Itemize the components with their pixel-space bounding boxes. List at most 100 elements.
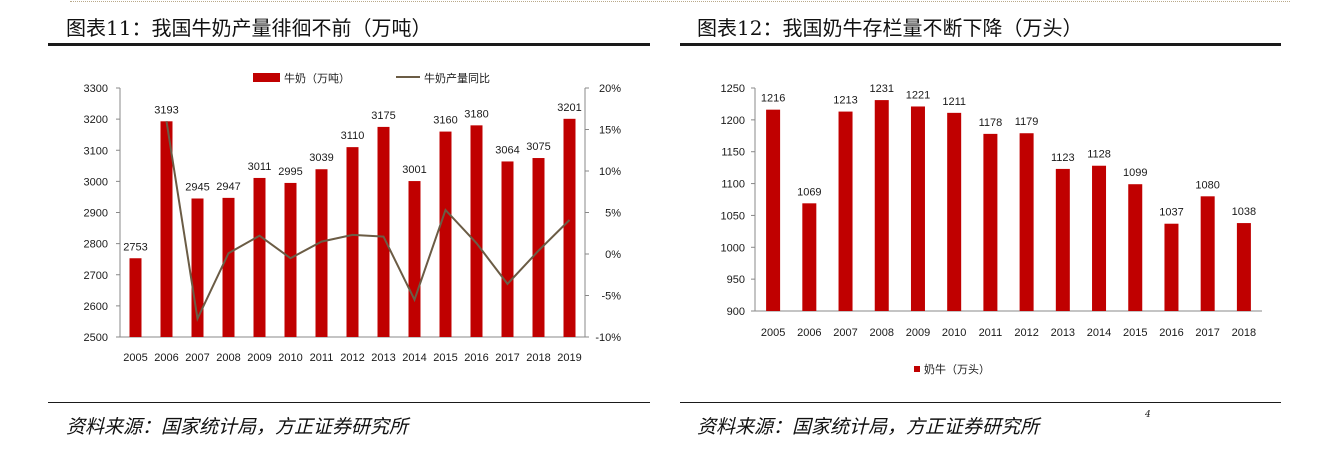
x-tick-label: 2019 [557,352,581,364]
x-tick-label: 2008 [870,327,894,339]
x-tick-label: 2009 [906,327,930,339]
bar [222,197,235,337]
y-tick-label: 1000 [721,242,745,254]
y-tick-label: 900 [727,306,745,318]
bar-value-label: 1037 [1159,207,1183,219]
legend-label-bar: 奶牛（万头） [924,362,990,376]
bar [910,106,925,311]
bar [1055,168,1070,311]
x-tick-label: 2007 [185,352,209,364]
source-note-right: 资料来源：国家统计局，方正证券研究所 [697,416,1040,438]
bar [532,158,545,337]
x-tick-label: 2016 [1159,327,1183,339]
legend-swatch-bar [914,366,920,372]
page-number: 4 [1145,410,1151,420]
x-tick-label: 2009 [247,352,271,364]
bar-value-label: 3001 [402,164,426,176]
bar [1128,184,1143,311]
bar-value-label: 3175 [371,110,395,122]
y-tick-label: 1200 [721,115,745,127]
bar [802,203,817,311]
title-rule-left [48,43,650,46]
x-tick-label: 2015 [433,352,457,364]
bar-value-label: 3064 [495,144,519,156]
bar-value-label: 3039 [309,152,333,164]
bar [563,118,576,337]
y-tick-label: 950 [727,274,745,286]
x-tick-label: 2016 [464,352,488,364]
bar [1019,133,1034,311]
x-tick-label: 2010 [278,352,302,364]
y-tick-label-left: 2700 [84,270,108,282]
y-tick-label: 1250 [721,83,745,95]
y-tick-label-right: -5% [601,291,621,303]
yoy-series-line [165,121,571,323]
y-tick-label-right: 0% [605,249,621,261]
y-tick-label-left: 3300 [84,83,108,95]
y-tick-label-left: 2800 [84,239,108,251]
bar-value-label: 3110 [341,130,365,142]
bar [377,126,390,337]
bar-value-label: 2995 [278,166,302,178]
legend-label-bar: 牛奶（万吨） [284,71,350,85]
bar-value-label: 1069 [797,186,821,198]
bar-value-label: 1213 [833,95,857,107]
bar [501,161,514,337]
top-dotted-rule [70,1,1290,2]
bar-value-label: 3193 [154,104,178,116]
bar [439,131,452,337]
legend-swatch-bar [253,73,280,82]
y-tick-label-left: 2600 [84,301,108,313]
bar-value-label: 1080 [1195,179,1219,191]
bar [129,258,142,337]
chart-title-left: 图表11：我国牛奶产量徘徊不前（万吨） [66,16,432,40]
source-rule-right [680,402,1281,403]
bar-value-label: 1178 [979,117,1003,129]
y-tick-label: 1100 [721,179,745,191]
bar-value-label: 1231 [870,83,894,95]
bar [1164,223,1179,311]
x-tick-label: 2008 [216,352,240,364]
x-tick-label: 2005 [123,352,147,364]
bar [1236,223,1251,311]
bar-value-label: 3160 [433,115,457,127]
y-tick-label-left: 2500 [84,332,108,344]
x-tick-label: 2015 [1123,327,1147,339]
bar [346,147,359,337]
bar-value-label: 3075 [526,141,550,153]
bar-value-label: 1123 [1051,152,1075,164]
bar-value-label: 2947 [216,181,240,193]
bar [983,133,998,311]
x-tick-label: 2013 [371,352,395,364]
x-tick-label: 2012 [1014,327,1038,339]
bar-value-label: 2945 [185,181,209,193]
y-tick-label: 1050 [721,210,745,222]
source-note-left: 资料来源：国家统计局，方正证券研究所 [66,416,409,438]
bar [838,111,853,312]
y-tick-label-right: 15% [599,125,621,137]
y-tick-label-left: 3100 [84,145,108,157]
milk-production-chart: 2500 2600 2700 2800 2900 3000 3100 3200 3300 -10%… [84,71,622,364]
x-tick-label: 2014 [1087,327,1111,339]
x-tick-label: 2006 [797,327,821,339]
x-tick-label: 2010 [942,327,966,339]
y-tick-label-left: 3200 [84,114,108,126]
bar [874,100,889,311]
bar-value-label: 1099 [1123,167,1147,179]
legend-label-line: 牛奶产量同比 [424,71,490,85]
bar-value-label: 1216 [761,93,785,105]
bar [408,181,421,337]
x-tick-label: 2012 [340,352,364,364]
dairy-cow-stock-chart: 900 950 1000 1050 1100 1150 1200 1250 2005 1216 20… [721,83,1262,376]
bar [315,169,328,337]
bar [766,109,781,311]
x-tick-label: 2013 [1051,327,1075,339]
chart-title-right: 图表12：我国奶牛存栏量不断下降（万头） [697,16,1083,40]
bar [1092,165,1107,311]
x-tick-label: 2014 [402,352,426,364]
bar-value-label: 3201 [557,102,581,114]
x-tick-label: 2011 [979,327,1003,339]
bar [1200,196,1215,311]
y-tick-label-left: 2900 [84,208,108,220]
title-rule-right [680,43,1281,46]
